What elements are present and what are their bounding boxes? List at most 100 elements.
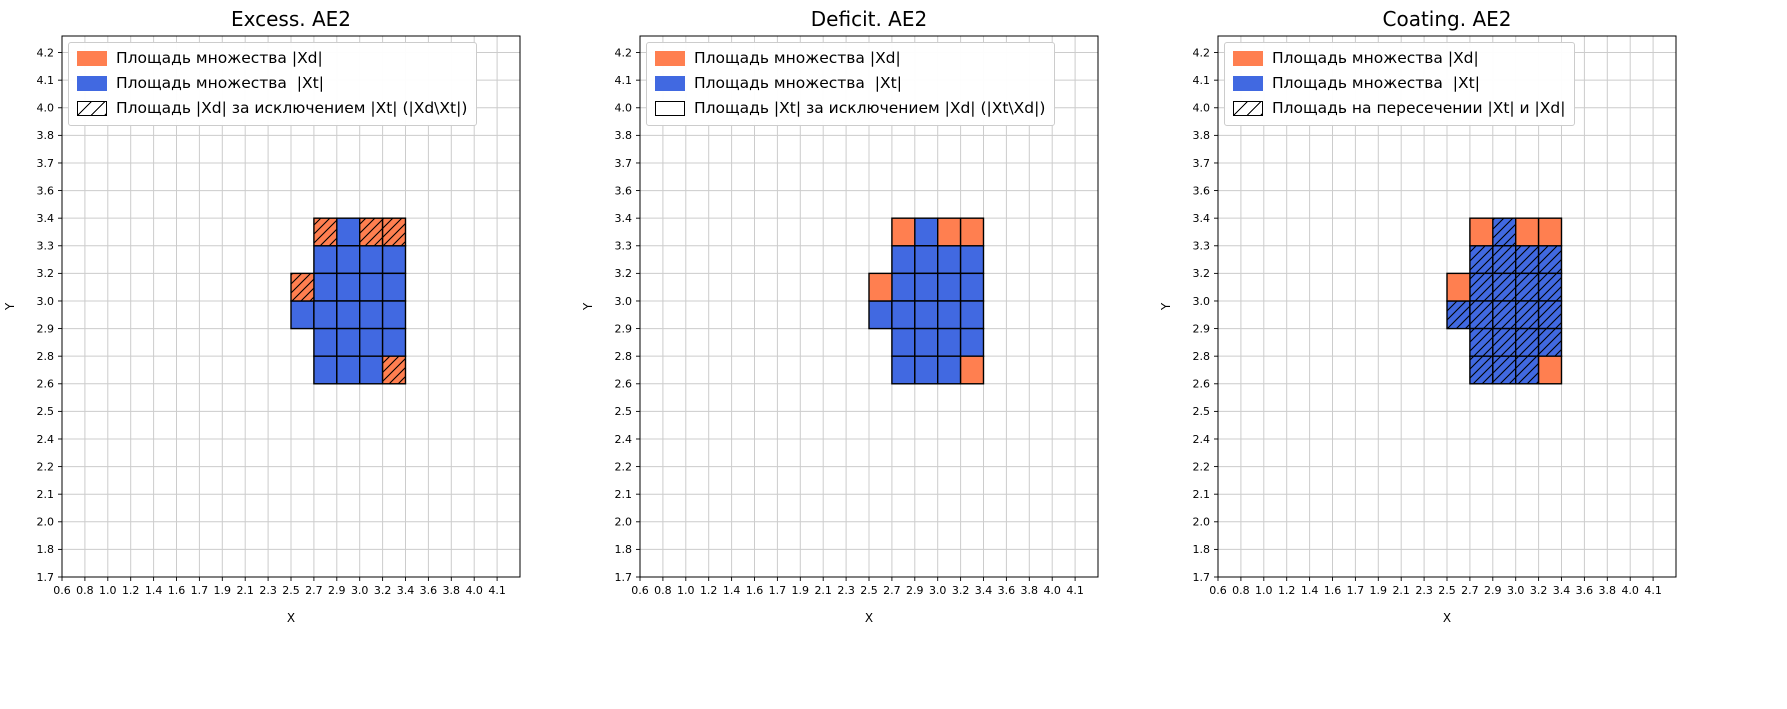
y-tick-label: 2.1 xyxy=(1193,488,1211,501)
cell-xt xyxy=(937,272,962,302)
x-tick-label: 2.1 xyxy=(236,584,254,597)
legend-item: Площадь множества |Xd| xyxy=(77,49,467,68)
y-tick-label: 2.9 xyxy=(37,322,55,335)
cells xyxy=(290,217,407,385)
y-tick-label: 4.1 xyxy=(37,74,55,87)
cell-xt xyxy=(381,327,407,357)
x-tick-label: 1.0 xyxy=(1255,584,1273,597)
cell-xd xyxy=(891,217,916,247)
cell-xt xyxy=(313,245,338,275)
x-tick-label: 1.4 xyxy=(145,584,163,597)
x-tick-label: 3.2 xyxy=(1530,584,1548,597)
y-tick-label: 2.1 xyxy=(615,488,633,501)
y-tick-label: 1.8 xyxy=(615,543,633,556)
y-tick-label: 2.2 xyxy=(37,460,55,473)
y-tick-label: 3.3 xyxy=(37,240,55,253)
cell-xt xyxy=(891,245,916,275)
legend-item: Площадь множества |Xd| xyxy=(655,49,1045,68)
cells xyxy=(1446,217,1563,385)
cell-xt xyxy=(381,300,407,330)
y-tick-label: 2.8 xyxy=(1193,350,1211,363)
y-tick-label: 3.6 xyxy=(1193,184,1211,197)
cell-xd xyxy=(959,217,985,247)
cell-xt xyxy=(891,300,916,330)
x-tick-label: 2.3 xyxy=(259,584,277,597)
y-tick-label: 2.2 xyxy=(615,460,633,473)
plot-title: Excess. AE2 xyxy=(231,7,351,31)
y-tick-label: 2.6 xyxy=(37,378,55,391)
cell-xt-hatch xyxy=(1492,273,1516,301)
y-tick-label: 1.8 xyxy=(1193,543,1211,556)
x-tick-label: 2.3 xyxy=(1415,584,1433,597)
legend-label: Площадь множества |Xd| xyxy=(116,49,323,67)
x-axis-label: X xyxy=(1443,611,1451,625)
cell-xt xyxy=(381,272,407,302)
grid xyxy=(639,36,1098,578)
x-tick-label: 1.9 xyxy=(792,584,810,597)
legend-item: Площадь множества |Xt| xyxy=(77,74,467,93)
legend-label: Площадь множества |Xt| xyxy=(116,74,324,92)
x-tick-label: 0.8 xyxy=(654,584,672,597)
y-tick-label: 1.7 xyxy=(615,571,633,584)
legend-label: Площадь на пересечении |Xt| и |Xd| xyxy=(1272,99,1566,117)
y-tick-label: 2.6 xyxy=(615,378,633,391)
y-tick-label: 4.2 xyxy=(37,46,55,59)
x-tick-label: 1.7 xyxy=(1347,584,1365,597)
y-tick-label: 3.7 xyxy=(615,157,633,170)
y-tick-label: 2.9 xyxy=(1193,322,1211,335)
subplot-1: 0.6 0.8 1.0 1.2 1.4 1.6 1.7 1.9 2.1 2.3 2.5 2.7 2.9 3… xyxy=(581,7,1099,625)
x-tick-label: 2.7 xyxy=(305,584,323,597)
cell-xt xyxy=(336,245,361,275)
legend-xd-swatch xyxy=(655,51,685,66)
y-tick-label: 3.8 xyxy=(615,129,633,142)
x-axis-label: X xyxy=(287,611,295,625)
y-axis-label: Y xyxy=(3,302,17,311)
y-tick-label: 2.8 xyxy=(37,350,55,363)
cell-xd xyxy=(1469,217,1494,247)
y-tick-label: 2.5 xyxy=(1193,405,1211,418)
cell-xt xyxy=(290,300,315,330)
cell-xt-hatch xyxy=(1538,273,1562,301)
cell-xd xyxy=(1515,217,1540,247)
x-tick-label: 3.4 xyxy=(397,584,415,597)
x-tick-label: 2.1 xyxy=(814,584,832,597)
cell-xt xyxy=(937,327,962,357)
cell-xd-hatch xyxy=(313,218,337,246)
plot-title: Coating. AE2 xyxy=(1383,7,1512,31)
legend-item: Площадь множества |Xt| xyxy=(1233,74,1565,93)
y-tick-label: 3.0 xyxy=(37,295,55,308)
cell-xt-hatch xyxy=(1515,245,1539,274)
x-tick-label: 1.6 xyxy=(168,584,186,597)
tick-labels: 0.6 0.8 1.0 1.2 1.4 1.6 1.7 1.9 2.1 2.3 2.5 2.7 2.9 3… xyxy=(615,46,1084,597)
cell-xt-hatch xyxy=(1538,300,1562,329)
cell-xd-hatch xyxy=(382,356,406,384)
y-tick-label: 3.4 xyxy=(1193,212,1211,225)
y-tick-label: 3.2 xyxy=(37,267,55,280)
cell-xt xyxy=(313,300,338,330)
x-tick-label: 3.8 xyxy=(443,584,461,597)
y-tick-label: 3.0 xyxy=(615,295,633,308)
x-tick-label: 2.9 xyxy=(906,584,924,597)
x-tick-label: 2.1 xyxy=(1392,584,1410,597)
legend-item: Площадь на пересечении |Xt| и |Xd| xyxy=(1233,99,1565,118)
cell-xt xyxy=(359,300,384,330)
cell-xt xyxy=(914,245,939,275)
legend-xt-swatch xyxy=(77,76,107,91)
x-tick-label: 1.4 xyxy=(1301,584,1319,597)
cell-xd-hatch xyxy=(359,218,383,246)
cell-xt-hatch xyxy=(1492,300,1516,329)
cell-xt xyxy=(336,327,361,357)
legend-label: Площадь множества |Xd| xyxy=(694,49,901,67)
cell-xt xyxy=(914,300,939,330)
legend: Площадь множества |Xd| Площадь множества … xyxy=(68,42,478,126)
x-tick-label: 3.0 xyxy=(929,584,947,597)
x-tick-label: 3.0 xyxy=(1507,584,1525,597)
cell-xt xyxy=(959,245,985,275)
legend: Площадь множества |Xd| Площадь множества … xyxy=(646,42,1056,126)
cell-xt xyxy=(336,300,361,330)
cell-xt xyxy=(313,272,338,302)
cell-xt xyxy=(336,217,361,247)
y-tick-label: 4.2 xyxy=(615,46,633,59)
x-tick-label: 2.7 xyxy=(883,584,901,597)
